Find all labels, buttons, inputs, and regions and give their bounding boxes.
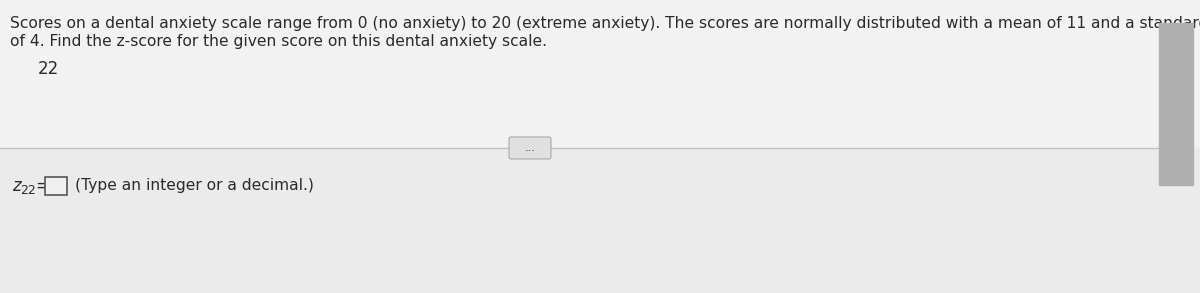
Text: ...: ... (524, 143, 535, 153)
Bar (1159, 23, 1193, 185)
Text: 22: 22 (38, 60, 59, 78)
Bar (46, 177, 67, 195)
Text: z: z (12, 177, 20, 195)
Text: Scores on a dental anxiety scale range from 0 (no anxiety) to 20 (extreme anxiet: Scores on a dental anxiety scale range f… (10, 16, 1200, 31)
Text: (Type an integer or a decimal.): (Type an integer or a decimal.) (74, 178, 314, 193)
Text: of 4. Find the z-score for the given score on this dental anxiety scale.: of 4. Find the z-score for the given sco… (10, 34, 547, 49)
FancyBboxPatch shape (509, 137, 551, 159)
Text: 22: 22 (20, 185, 36, 197)
Bar (0, 0, 1200, 148)
Text: =: = (35, 177, 49, 195)
